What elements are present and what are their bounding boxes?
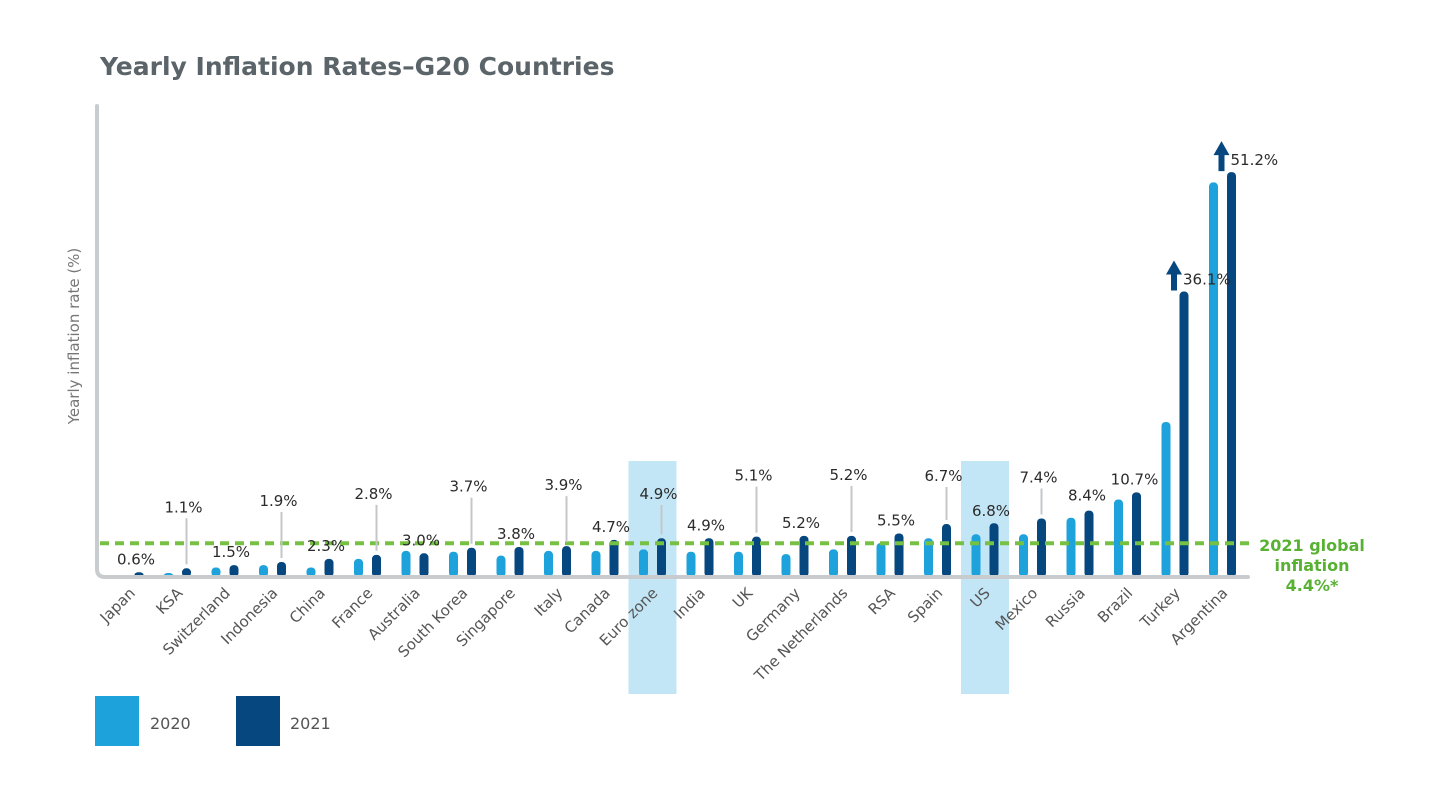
data-label-india: 4.9% xyxy=(687,516,725,534)
data-labels-layer: 0.6% 1.1% 1.5% 1.9% 2.3% 2.8% 3.0% 3.7% 3.8% 3.9%… xyxy=(117,141,1278,568)
x-tick-label-brazil: Brazil xyxy=(1094,584,1136,626)
up-arrow-icon-argentina xyxy=(1213,141,1230,172)
bar-2020-india xyxy=(686,551,696,577)
bar-2021-spain xyxy=(942,524,951,577)
x-tick-label-spain: Spain xyxy=(904,584,946,626)
bar-2020-canada xyxy=(591,550,601,577)
bar-2021-south-korea xyxy=(467,547,476,577)
bar-2021-australia xyxy=(419,553,429,577)
data-label-rsa: 5.5% xyxy=(877,512,915,530)
bar-2020-the-netherlands xyxy=(829,549,838,577)
bar-2021-ksa xyxy=(182,568,191,577)
bar-2021-china xyxy=(324,558,334,577)
bar-2021-switzerland xyxy=(229,565,239,577)
data-label-uk: 5.1% xyxy=(734,467,772,485)
bar-2020-germany xyxy=(781,554,791,577)
bar-2021-canada xyxy=(609,539,619,577)
data-label-japan: 0.6% xyxy=(117,550,155,568)
data-label-russia: 8.4% xyxy=(1068,487,1106,505)
bar-2021-italy xyxy=(562,546,571,577)
bar-2020-australia xyxy=(401,550,411,577)
bar-2020-singapore xyxy=(496,555,506,577)
bar-2021-germany xyxy=(799,535,809,577)
data-label-china: 2.3% xyxy=(307,537,345,555)
bars-layer xyxy=(134,172,1236,578)
axes-lines xyxy=(95,104,1250,579)
data-label-argentina: 51.2% xyxy=(1231,151,1279,169)
x-tick-label-uk: UK xyxy=(729,583,757,611)
x-tick-label-china: China xyxy=(286,584,329,627)
bar-2020-euro-zone xyxy=(639,549,648,577)
bar-2020-mexico xyxy=(1019,534,1028,577)
global-inflation-label: 2021 global inflation 4.4%* xyxy=(1259,536,1365,595)
bar-2020-russia xyxy=(1066,517,1076,577)
bar-2020-china xyxy=(306,567,316,577)
data-label-brazil: 10.7% xyxy=(1111,470,1159,488)
bar-2021-mexico xyxy=(1037,518,1046,577)
bar-2021-uk xyxy=(752,536,761,577)
data-label-indonesia: 1.9% xyxy=(259,492,297,510)
bar-2021-rsa xyxy=(894,533,904,577)
bar-2021-indonesia xyxy=(277,561,286,577)
bar-2021-the-netherlands xyxy=(847,535,856,577)
data-label-singapore: 3.8% xyxy=(497,525,535,543)
data-label-the-netherlands: 5.2% xyxy=(829,466,867,484)
bar-2020-rsa xyxy=(876,542,886,577)
bar-2020-uk xyxy=(734,551,743,577)
bar-2020-turkey xyxy=(1161,422,1171,577)
bar-2021-argentina xyxy=(1227,172,1236,577)
data-label-canada: 4.7% xyxy=(592,518,630,536)
up-arrow-icon-turkey xyxy=(1166,260,1182,291)
legend-swatch-2021 xyxy=(236,696,280,746)
data-label-australia: 3.0% xyxy=(402,531,440,549)
bar-2021-france xyxy=(372,554,381,577)
legend-label-2021: 2021 xyxy=(290,714,331,733)
data-label-spain: 6.7% xyxy=(924,467,962,485)
bar-2020-south-korea xyxy=(449,551,458,577)
data-label-mexico: 7.4% xyxy=(1019,468,1057,486)
bar-2020-italy xyxy=(544,550,553,577)
bar-2020-us xyxy=(971,534,981,577)
bar-2020-spain xyxy=(924,538,933,577)
y-axis-label: Yearly inflation rate (%) xyxy=(65,248,83,426)
x-tick-label-japan: Japan xyxy=(96,584,139,627)
bar-2020-switzerland xyxy=(211,567,221,577)
data-label-ksa: 1.1% xyxy=(164,498,202,516)
data-label-switzerland: 1.5% xyxy=(212,543,250,561)
bar-2021-india xyxy=(704,538,714,577)
data-label-turkey: 36.1% xyxy=(1183,271,1231,289)
bar-2021-euro-zone xyxy=(657,538,666,577)
x-tick-label-italy: Italy xyxy=(531,584,567,620)
bar-2021-singapore xyxy=(514,546,524,577)
bar-2020-argentina xyxy=(1209,182,1218,578)
legend-swatch-2020 xyxy=(95,696,139,746)
x-tick-label-rsa: RSA xyxy=(865,584,900,619)
bar-2021-turkey xyxy=(1179,291,1189,577)
data-label-us: 6.8% xyxy=(972,502,1010,520)
chart-title: Yearly Inflation Rates–G20 Countries xyxy=(100,52,615,81)
data-label-france: 2.8% xyxy=(354,485,392,503)
bar-2021-russia xyxy=(1084,510,1094,577)
data-label-italy: 3.9% xyxy=(544,476,582,494)
x-tick-label-russia: Russia xyxy=(1042,584,1089,631)
x-tick-label-ksa: KSA xyxy=(152,584,186,618)
bar-2020-france xyxy=(354,558,363,577)
legend-label-2020: 2020 xyxy=(150,714,191,733)
bar-2021-brazil xyxy=(1132,492,1141,577)
bar-2021-us xyxy=(989,523,999,577)
bar-2020-brazil xyxy=(1114,499,1123,577)
data-label-euro-zone: 4.9% xyxy=(639,485,677,503)
reference-line-layer: 2021 global inflation 4.4%* xyxy=(100,536,1365,595)
bar-2020-indonesia xyxy=(259,565,268,577)
data-label-germany: 5.2% xyxy=(782,514,820,532)
data-label-south-korea: 3.7% xyxy=(449,478,487,496)
